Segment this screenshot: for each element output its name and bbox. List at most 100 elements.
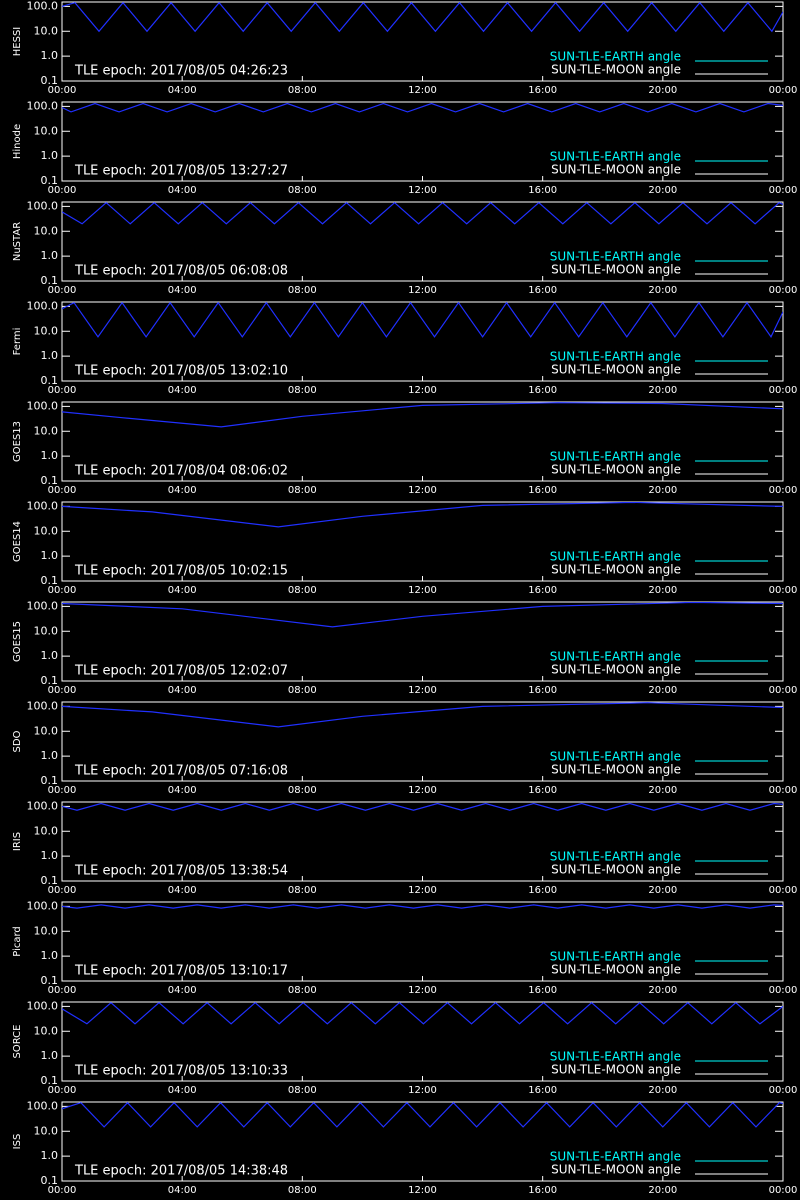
x-tick-label: 08:00: [288, 785, 317, 796]
y-tick-label: 10.0: [34, 524, 59, 537]
panel: Picard 0.1 1.0 10.0 100.0 00:00 04:00 08:00 12:0…: [12, 899, 797, 996]
y-tick-label: 1.0: [41, 49, 59, 62]
legend-label: SUN-TLE-MOON angle: [551, 963, 681, 977]
x-tick-label: 12:00: [408, 85, 437, 96]
y-tick-label: 100.0: [27, 999, 59, 1012]
y-tick-label: 1.0: [41, 1149, 59, 1162]
x-tick-label: 20:00: [648, 985, 677, 996]
panel: NuSTAR 0.1 1.0 10.0 100.0 00:00 04:00 08:00 12:0…: [12, 199, 797, 296]
panel: GOES15 0.1 1.0 10.0 100.0 00:00 04:00 08:00 12:0…: [12, 599, 797, 696]
y-tick-label: 100.0: [27, 0, 59, 12]
x-tick-label: 16:00: [528, 185, 557, 196]
y-tick-label: 0.1: [41, 374, 59, 387]
y-axis-label: GOES15: [12, 621, 23, 662]
data-line: [62, 402, 783, 428]
y-tick-label: 0.1: [41, 1174, 59, 1187]
x-tick-label: 08:00: [288, 585, 317, 596]
x-tick-label: 00:00: [769, 785, 798, 796]
x-tick-label: 00:00: [48, 85, 77, 96]
x-tick-label: 00:00: [769, 485, 798, 496]
y-tick-label: 10.0: [34, 424, 59, 437]
tle-epoch: TLE epoch: 2017/08/05 06:08:08: [74, 264, 288, 279]
y-tick-label: 0.1: [41, 1074, 59, 1087]
x-tick-label: 20:00: [648, 285, 677, 296]
x-tick-label: 20:00: [648, 85, 677, 96]
legend-label: SUN-TLE-MOON angle: [551, 463, 681, 477]
x-tick-label: 00:00: [769, 285, 798, 296]
tle-epoch: TLE epoch: 2017/08/05 14:38:48: [74, 1164, 288, 1179]
x-tick-label: 04:00: [168, 785, 197, 796]
data-line: [62, 1102, 783, 1128]
y-tick-label: 10.0: [34, 724, 59, 737]
tle-epoch: TLE epoch: 2017/08/05 13:38:54: [74, 864, 288, 879]
y-tick-label: 1.0: [41, 249, 59, 262]
x-tick-label: 08:00: [288, 185, 317, 196]
legend-label: SUN-TLE-MOON angle: [551, 1163, 681, 1177]
y-axis-label: ISS: [12, 1134, 23, 1150]
y-tick-label: 0.1: [41, 974, 59, 987]
x-tick-label: 12:00: [408, 285, 437, 296]
panel: ISS 0.1 1.0 10.0 100.0 00:00 04:00 08:00 12:00 16…: [12, 1099, 797, 1196]
legend-label: SUN-TLE-EARTH angle: [550, 950, 681, 964]
legend-label: SUN-TLE-MOON angle: [551, 663, 681, 677]
y-tick-label: 1.0: [41, 1049, 59, 1062]
x-tick-label: 20:00: [648, 185, 677, 196]
data-line: [62, 502, 783, 528]
x-tick-label: 16:00: [528, 485, 557, 496]
legend-label: SUN-TLE-EARTH angle: [550, 50, 681, 64]
x-tick-label: 20:00: [648, 385, 677, 396]
y-tick-label: 0.1: [41, 474, 59, 487]
x-tick-label: 00:00: [48, 885, 77, 896]
x-tick-label: 08:00: [288, 885, 317, 896]
x-tick-label: 00:00: [769, 1185, 798, 1196]
x-tick-label: 08:00: [288, 385, 317, 396]
data-line: [62, 202, 783, 225]
x-tick-label: 12:00: [408, 385, 437, 396]
y-tick-label: 10.0: [34, 224, 59, 237]
panel: Hinode 0.1 1.0 10.0 100.0 00:00 04:00 08:00 12:0…: [12, 99, 797, 196]
legend-label: SUN-TLE-MOON angle: [551, 863, 681, 877]
panel: GOES13 0.1 1.0 10.0 100.0 00:00 04:00 08:00 12:0…: [12, 399, 797, 496]
legend-label: SUN-TLE-EARTH angle: [550, 650, 681, 664]
y-tick-label: 0.1: [41, 874, 59, 887]
x-tick-label: 00:00: [48, 385, 77, 396]
x-tick-label: 00:00: [48, 685, 77, 696]
y-tick-label: 1.0: [41, 749, 59, 762]
tle-epoch: TLE epoch: 2017/08/05 12:02:07: [74, 664, 288, 679]
x-tick-label: 00:00: [769, 185, 798, 196]
x-tick-label: 16:00: [528, 885, 557, 896]
tle-epoch: TLE epoch: 2017/08/05 13:10:17: [74, 964, 288, 979]
y-tick-label: 10.0: [34, 324, 59, 337]
y-tick-label: 1.0: [41, 549, 59, 562]
x-tick-label: 12:00: [408, 1085, 437, 1096]
data-line: [62, 102, 783, 113]
y-tick-label: 10.0: [34, 1124, 59, 1137]
x-tick-label: 12:00: [408, 185, 437, 196]
x-tick-label: 16:00: [528, 785, 557, 796]
x-tick-label: 08:00: [288, 985, 317, 996]
data-line: [62, 802, 783, 811]
tle-epoch: TLE epoch: 2017/08/04 08:06:02: [74, 464, 288, 479]
x-tick-label: 00:00: [48, 785, 77, 796]
tle-epoch: TLE epoch: 2017/08/05 13:02:10: [74, 364, 288, 379]
y-axis-label: NuSTAR: [12, 222, 23, 261]
legend-label: SUN-TLE-EARTH angle: [550, 750, 681, 764]
x-tick-label: 00:00: [769, 985, 798, 996]
legend-label: SUN-TLE-MOON angle: [551, 763, 681, 777]
x-tick-label: 00:00: [769, 85, 798, 96]
x-tick-label: 00:00: [48, 485, 77, 496]
y-tick-label: 1.0: [41, 849, 59, 862]
y-axis-label: IRIS: [12, 832, 23, 851]
x-tick-label: 08:00: [288, 285, 317, 296]
y-tick-label: 1.0: [41, 449, 59, 462]
x-tick-label: 00:00: [769, 1085, 798, 1096]
x-tick-label: 16:00: [528, 85, 557, 96]
y-tick-label: 10.0: [34, 1024, 59, 1037]
legend-label: SUN-TLE-MOON angle: [551, 163, 681, 177]
y-tick-label: 100.0: [27, 599, 59, 612]
y-tick-label: 100.0: [27, 799, 59, 812]
legend-label: SUN-TLE-MOON angle: [551, 1063, 681, 1077]
x-tick-label: 08:00: [288, 1185, 317, 1196]
data-line: [62, 702, 783, 728]
